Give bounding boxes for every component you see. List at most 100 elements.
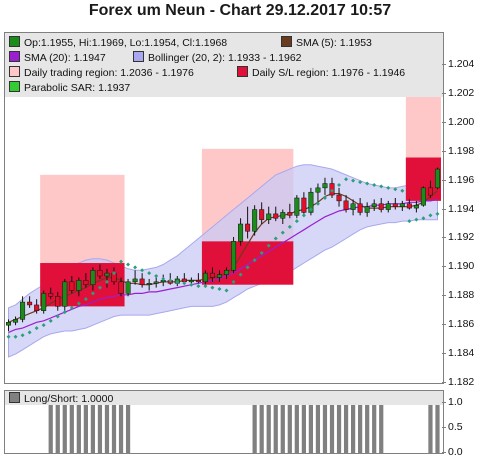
sar-point-53 <box>379 184 384 189</box>
candle-52 <box>371 199 377 211</box>
candle-body-57 <box>406 203 412 209</box>
candle-body-28 <box>202 272 208 283</box>
candle-body-26 <box>188 280 194 283</box>
legend-swatch-sma20 <box>9 51 20 62</box>
sar-point-57 <box>407 219 412 224</box>
sar-point-22 <box>161 276 166 281</box>
long-short-panel: Long/Short: 1.0000 <box>4 390 444 454</box>
candle-body-0 <box>6 322 12 326</box>
legend-swatch-sar <box>9 81 20 92</box>
price-tick-0 <box>442 64 446 65</box>
candle-53 <box>378 197 384 213</box>
legend-label-ohlc: Op:1.1955, Hi:1.1969, Lo:1.1954, Cl:1.19… <box>24 37 228 49</box>
candle-body-59 <box>420 187 426 206</box>
candle-9 <box>69 276 75 294</box>
sar-point-46 <box>330 188 334 193</box>
candle-0 <box>6 319 12 331</box>
candle-body-10 <box>76 280 82 291</box>
candle-body-51 <box>364 206 370 213</box>
sar-point-27 <box>196 284 201 289</box>
legend-item-trading-region: Daily trading region: 1.2036 - 1.1976 <box>9 66 194 80</box>
candle-body-33 <box>238 223 244 242</box>
price-tick-1 <box>442 92 446 94</box>
price-tick-4 <box>442 179 446 181</box>
legend-item-long-short: Long/Short: 1.0000 <box>9 392 113 406</box>
long-short-bar-49 <box>350 403 356 453</box>
candle-body-56 <box>399 203 405 207</box>
long-short-bar-36 <box>259 403 264 453</box>
candle-body-30 <box>216 274 222 278</box>
candle-body-19 <box>139 278 145 285</box>
sar-point-41 <box>294 219 299 224</box>
sar-point-39 <box>280 230 285 235</box>
candle-61 <box>434 167 440 190</box>
price-tick-label-7: 1.190 <box>448 260 475 273</box>
sar-point-42 <box>301 213 306 218</box>
candle-body-20 <box>146 283 152 286</box>
price-tick-label-9: 1.186 <box>448 318 475 331</box>
sar-point-37 <box>266 243 271 248</box>
candle-body-1 <box>13 319 19 323</box>
long-short-bar-11 <box>83 403 88 453</box>
long-short-tick-1 <box>442 427 446 428</box>
sar-point-14 <box>104 279 109 284</box>
sar-point-49 <box>351 178 356 183</box>
candle-60 <box>427 180 433 198</box>
candle-5 <box>41 290 47 314</box>
sar-point-21 <box>154 274 159 279</box>
candle-40 <box>287 203 293 219</box>
candle-body-14 <box>104 272 110 277</box>
sar-point-58 <box>414 217 419 222</box>
price-tick-label-0: 1.204 <box>448 58 475 70</box>
candle-54 <box>385 200 391 213</box>
legend-item-bollinger: Bollinger (20, 2): 1.1933 - 1.1962 <box>133 51 302 65</box>
long-short-bar-39 <box>280 403 285 453</box>
long-short-tick-label-2: 0.0 <box>448 446 463 458</box>
legend-label-sma20: SMA (20): 1.1947 <box>24 52 106 64</box>
legend-item-sl-region: Daily S/L region: 1.1976 - 1.1946 <box>237 66 405 80</box>
sar-point-5 <box>41 323 46 328</box>
sar-point-9 <box>69 305 74 310</box>
long-short-bar-13 <box>97 403 103 453</box>
candle-3 <box>27 296 33 308</box>
price-tick-label-3: 1.198 <box>448 144 475 157</box>
price-tick-8 <box>442 295 446 297</box>
legend-label-trading-region: Daily trading region: 1.2036 - 1.1976 <box>24 67 194 79</box>
candle-1 <box>13 316 19 326</box>
candle-body-48 <box>343 200 349 210</box>
legend-label-sl-region: Daily S/L region: 1.1976 - 1.1946 <box>252 67 406 79</box>
candle-18 <box>132 270 138 285</box>
long-short-bar-15 <box>111 403 117 453</box>
candle-body-17 <box>125 281 131 294</box>
price-tick-label-1: 1.202 <box>448 86 475 99</box>
long-short-bar-45 <box>322 403 328 453</box>
sar-point-28 <box>203 284 208 289</box>
sar-point-60 <box>428 213 433 218</box>
candle-body-50 <box>357 203 363 213</box>
sar-point-23 <box>168 278 173 283</box>
sar-point-45 <box>322 195 327 200</box>
candle-20 <box>146 278 152 291</box>
price-tick-label-10: 1.184 <box>448 347 475 360</box>
candle-body-13 <box>97 270 103 277</box>
long-short-bar-9 <box>69 403 74 453</box>
long-short-bar-52 <box>372 403 377 453</box>
legend-label-bollinger: Bollinger (20, 2): 1.1933 - 1.1962 <box>148 52 302 64</box>
sar-point-48 <box>344 177 349 182</box>
candle-body-44 <box>315 187 321 193</box>
sar-point-33 <box>238 272 243 277</box>
long-short-bar-47 <box>336 403 342 453</box>
price-tick-3 <box>442 150 446 152</box>
candle-58 <box>413 200 419 213</box>
candle-body-60 <box>427 187 433 196</box>
candle-51 <box>364 202 370 217</box>
sar-point-50 <box>358 180 363 185</box>
long-short-bar-35 <box>252 403 257 453</box>
legend-item-ohlc: Op:1.1955, Hi:1.1969, Lo:1.1954, Cl:1.19… <box>9 36 227 50</box>
candle-38 <box>273 206 279 222</box>
long-short-bar-17 <box>125 403 131 453</box>
sar-point-16 <box>119 259 124 264</box>
long-short-bar-53 <box>379 403 384 453</box>
long-short-bar-10 <box>76 403 81 453</box>
candle-37 <box>266 206 272 224</box>
